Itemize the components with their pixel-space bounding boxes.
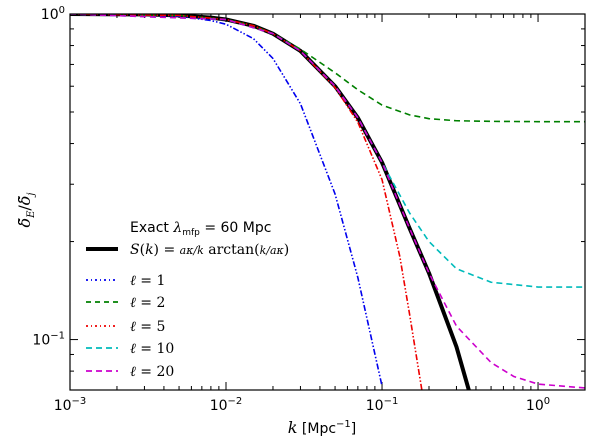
series-line-5 [70,14,585,389]
legend-header: Exact λmfp = 60 Mpc [130,220,271,238]
legend: Exact λmfp = 60 Mpc S(k) = aκ/k arctan(k/… [86,220,289,380]
x-tick-label: 10−1 [366,396,399,414]
series-line-1 [70,14,383,387]
y-tick-label: 10−1 [32,331,65,349]
series-line-2 [70,14,585,123]
legend-label-1: ℓ = 1 [130,273,165,289]
x-tick-label: 100 [526,396,550,414]
legend-label-5: ℓ = 20 [130,364,174,380]
legend-label-3: ℓ = 5 [130,319,165,335]
svg-text:δ̃E/δ̃j: δ̃E/δ̃j [15,192,37,227]
x-tick-label: 10−2 [210,396,243,414]
series-line-3 [70,14,423,390]
y-tick-label: 100 [41,5,65,23]
y-axis-label: δ̃E/δ̃j [15,192,37,227]
legend-label-2: ℓ = 2 [130,295,165,311]
legend-label-0: S(k) = aκ/k arctan(k/aκ) [130,242,289,258]
series-layer [70,14,585,390]
legend-label-4: ℓ = 10 [130,341,174,357]
tick-labels: 10−3 10−2 10−1 100 100 10−1 [32,5,550,414]
x-axis-label: k [Mpc−1] [288,418,357,437]
x-tick-label: 10−3 [54,396,87,414]
plot-frame [69,13,586,391]
